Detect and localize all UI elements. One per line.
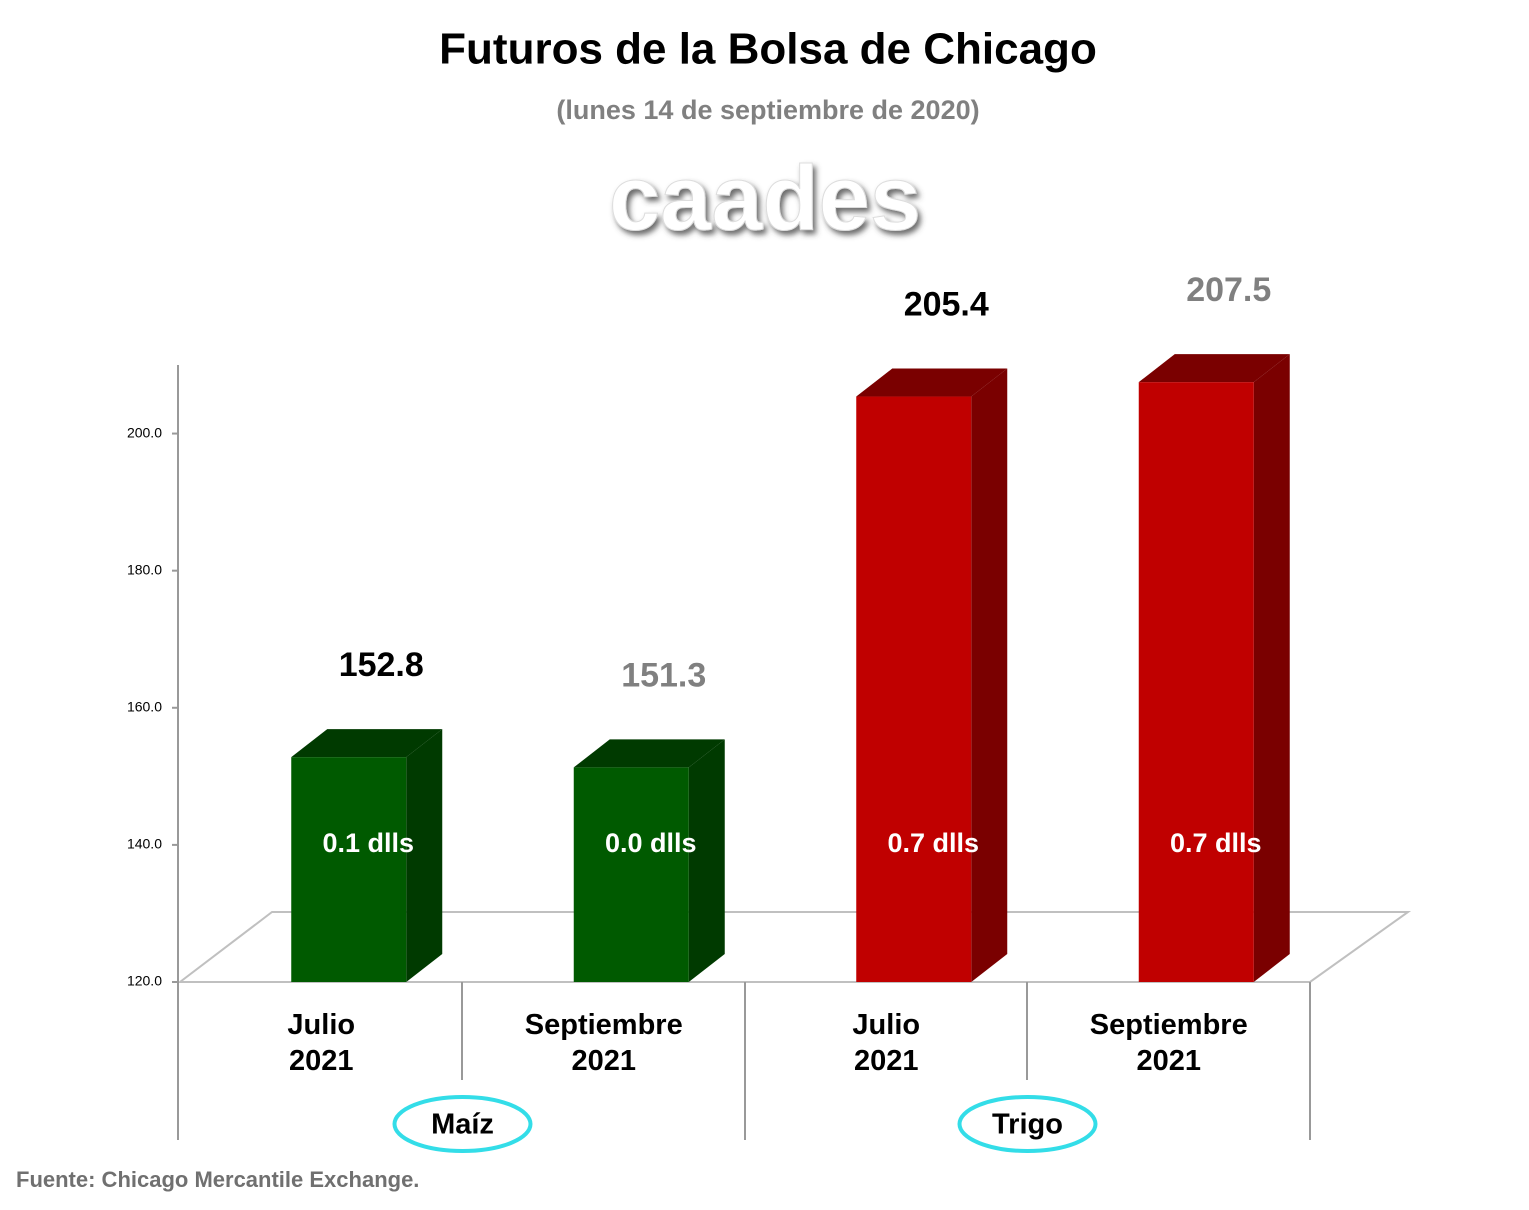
bar-top — [573, 739, 725, 768]
bar-annotation: 0.1 dlls — [322, 828, 414, 858]
value-label: 152.8 — [339, 646, 424, 684]
bar-top — [856, 368, 1008, 397]
bar-side — [1253, 354, 1290, 982]
y-tick-label: 140.0 — [127, 836, 162, 852]
x-tick-label: Julio 2021 — [287, 1009, 356, 1077]
bar-annotation: 0.7 dlls — [1170, 828, 1262, 858]
value-label: 207.5 — [1186, 271, 1271, 309]
bar-annotation: 0.0 dlls — [605, 828, 697, 858]
group-label: Trigo — [992, 1109, 1063, 1141]
x-tick-label: Septiembre 2021 — [524, 1009, 683, 1077]
bar — [1138, 382, 1254, 982]
group-oval — [957, 1095, 1098, 1153]
value-label: 151.3 — [621, 656, 706, 694]
chart-subtitle: (lunes 14 de septiembre de 2020) — [556, 95, 979, 125]
group-label: Maíz — [431, 1109, 494, 1141]
x-tick-label: Julio 2021 — [852, 1009, 921, 1077]
bar — [856, 396, 972, 983]
bar-side — [406, 729, 443, 982]
y-tick-label: 120.0 — [127, 973, 162, 989]
bar — [291, 757, 407, 982]
bar-annotation: 0.7 dlls — [887, 828, 979, 858]
group-oval — [392, 1095, 533, 1153]
value-label: 205.4 — [904, 286, 989, 324]
bar-side — [688, 739, 725, 982]
watermark: caades — [609, 147, 921, 249]
bar-top — [291, 729, 443, 758]
bar — [573, 767, 689, 982]
y-tick-label: 200.0 — [127, 424, 162, 440]
y-tick-label: 180.0 — [127, 561, 162, 577]
bar-top — [1138, 354, 1290, 383]
chart-title: Futuros de la Bolsa de Chicago — [439, 25, 1097, 74]
bar-side — [971, 368, 1008, 983]
y-tick-label: 160.0 — [127, 698, 162, 714]
x-tick-label: Septiembre 2021 — [1089, 1009, 1248, 1077]
source: Fuente: Chicago Mercantile Exchange. — [16, 1167, 419, 1192]
